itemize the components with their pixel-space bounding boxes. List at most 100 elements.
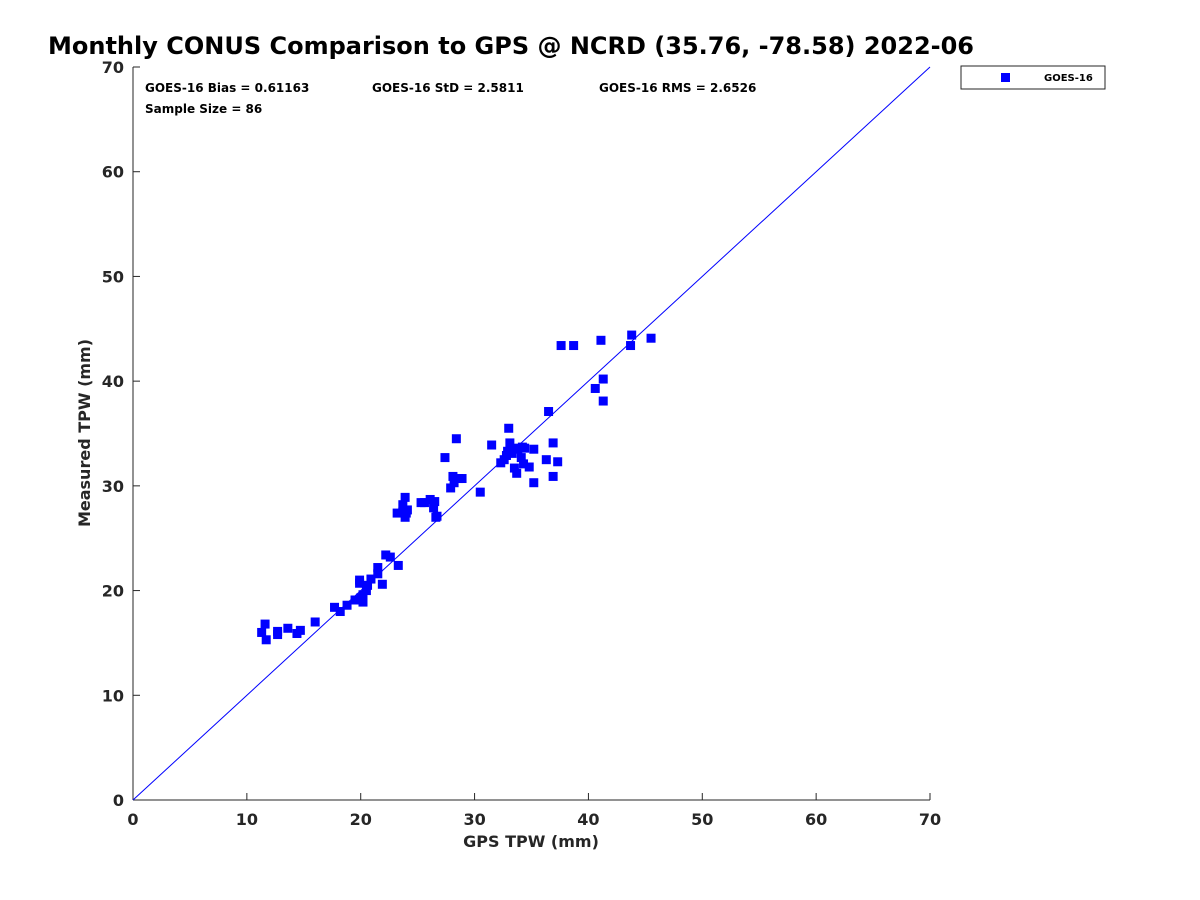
- data-point: [358, 597, 368, 607]
- chart-title: Monthly CONUS Comparison to GPS @ NCRD (…: [48, 32, 974, 60]
- data-point: [381, 550, 391, 560]
- data-point: [548, 438, 558, 448]
- x-tick-label: 40: [577, 810, 599, 829]
- data-point: [553, 457, 563, 467]
- y-ticks: 0 10 20 30 40 50 60 70: [102, 58, 140, 810]
- plot-frame: [132, 67, 930, 801]
- data-point: [541, 455, 551, 465]
- data-point: [350, 595, 360, 605]
- data-point: [366, 574, 376, 584]
- data-point: [598, 396, 608, 406]
- x-ticks: 0 10 20 30 40 50 60 70: [127, 793, 941, 829]
- data-point: [596, 335, 606, 345]
- x-tick-label: 20: [350, 810, 372, 829]
- data-point: [373, 569, 383, 579]
- data-point: [516, 453, 526, 463]
- y-tick-label: 10: [102, 686, 124, 705]
- y-tick-label: 70: [102, 58, 124, 77]
- x-tick-label: 30: [463, 810, 485, 829]
- data-point: [520, 443, 530, 453]
- data-point: [544, 407, 554, 417]
- data-point: [548, 471, 558, 481]
- data-point: [295, 625, 305, 635]
- data-point: [393, 560, 403, 570]
- data-point: [451, 434, 461, 444]
- data-point: [519, 459, 529, 469]
- stats-block: GOES-16 Bias = 0.61163 GOES-16 StD = 2.5…: [145, 81, 756, 116]
- x-tick-label: 0: [127, 810, 138, 829]
- data-point: [432, 511, 442, 521]
- data-point: [503, 446, 513, 456]
- data-point: [363, 580, 373, 590]
- data-point: [626, 341, 636, 351]
- std-stat: GOES-16 StD = 2.5811: [372, 81, 524, 95]
- data-point: [373, 563, 383, 573]
- data-point: [377, 579, 387, 589]
- sample-size-stat: Sample Size = 86: [145, 102, 262, 116]
- data-point: [425, 494, 435, 504]
- data-point: [257, 627, 267, 637]
- data-point: [335, 607, 345, 617]
- data-point: [429, 503, 439, 513]
- data-point: [330, 602, 340, 612]
- data-point: [556, 341, 566, 351]
- data-point: [449, 478, 459, 488]
- data-point: [398, 500, 408, 510]
- data-point: [590, 383, 600, 393]
- data-point: [512, 468, 522, 478]
- x-tick-label: 70: [919, 810, 941, 829]
- data-point: [310, 617, 320, 627]
- y-axis-label: Measured TPW (mm): [75, 339, 94, 527]
- data-point: [385, 552, 395, 562]
- y-tick-label: 50: [102, 267, 124, 286]
- y-tick-label: 20: [102, 582, 124, 601]
- data-point: [273, 630, 283, 640]
- y-tick-label: 60: [102, 163, 124, 182]
- x-tick-label: 60: [805, 810, 827, 829]
- identity-line: [132, 66, 931, 801]
- data-point: [529, 444, 539, 454]
- data-point: [569, 341, 579, 351]
- data-point: [524, 462, 534, 472]
- data-point: [440, 453, 450, 463]
- y-tick-label: 40: [102, 372, 124, 391]
- rms-stat: GOES-16 RMS = 2.6526: [599, 81, 756, 95]
- legend-box: [960, 65, 1106, 90]
- data-point: [430, 497, 440, 507]
- data-point: [355, 578, 365, 588]
- data-point: [529, 478, 539, 488]
- data-point: [392, 508, 402, 518]
- x-tick-label: 10: [236, 810, 258, 829]
- legend-marker-goes16: [1001, 73, 1010, 82]
- legend: GOES-16: [960, 65, 1106, 90]
- data-point: [448, 471, 458, 481]
- data-point: [598, 374, 608, 384]
- data-point: [505, 438, 515, 448]
- data-point: [361, 586, 371, 596]
- data-point: [513, 444, 523, 454]
- data-point: [509, 463, 519, 473]
- legend-label-goes16: GOES-16: [1044, 73, 1093, 84]
- data-point: [402, 505, 412, 515]
- x-axis-label: GPS TPW (mm): [463, 832, 599, 851]
- data-point: [342, 600, 352, 610]
- y-tick-label: 30: [102, 477, 124, 496]
- data-point: [283, 623, 293, 633]
- y-tick-label: 0: [113, 791, 124, 810]
- data-point: [419, 498, 429, 508]
- x-tick-label: 50: [691, 810, 713, 829]
- data-point: [504, 423, 514, 433]
- data-point: [446, 483, 456, 493]
- goes16-points: [257, 330, 656, 645]
- data-point: [507, 448, 517, 458]
- data-point: [260, 619, 270, 629]
- data-point: [400, 492, 410, 502]
- data-point: [457, 474, 467, 484]
- data-point: [487, 440, 497, 450]
- data-point: [646, 333, 656, 343]
- data-point: [627, 330, 637, 340]
- data-point: [475, 487, 485, 497]
- bias-stat: GOES-16 Bias = 0.61163: [145, 81, 309, 95]
- data-point: [261, 635, 271, 645]
